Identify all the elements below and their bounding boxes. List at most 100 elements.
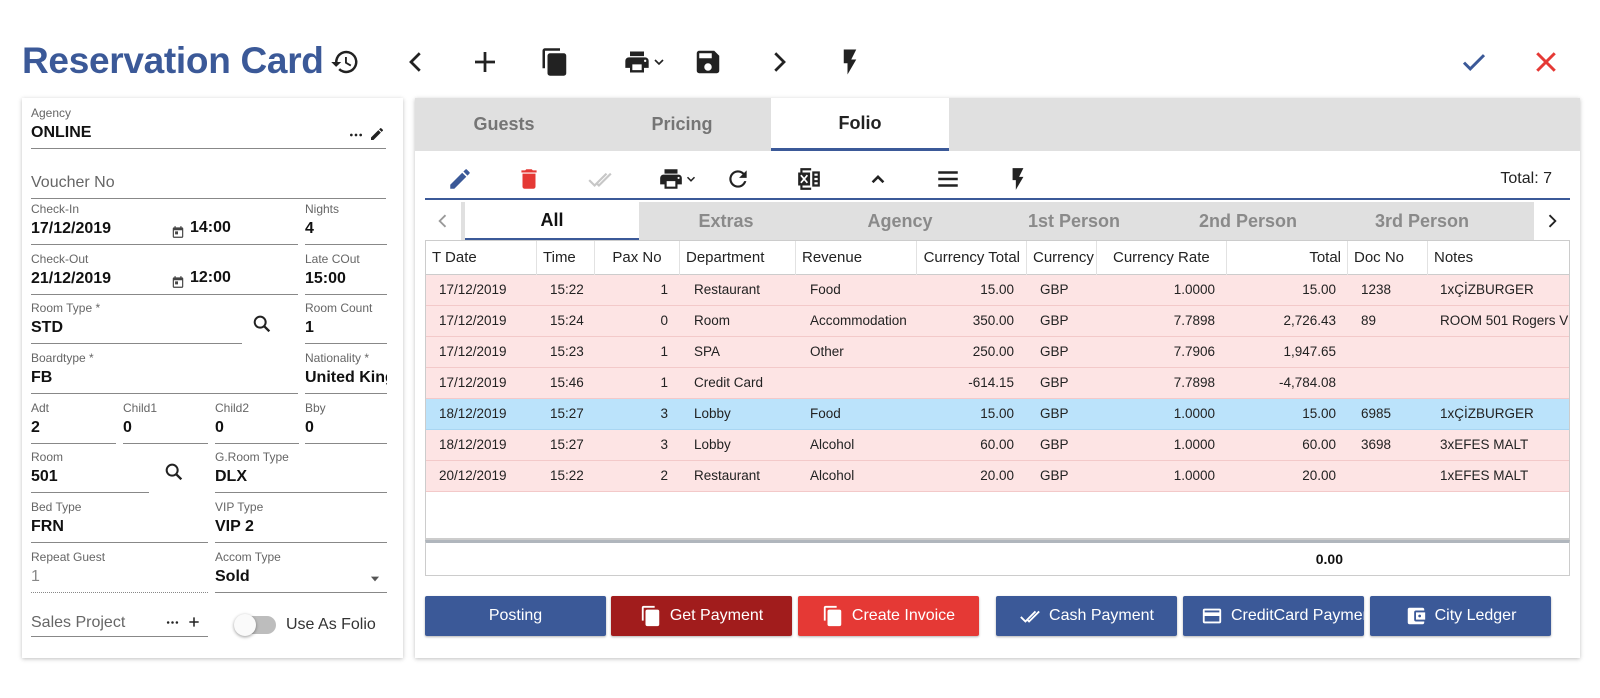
- header: Reservation Card: [0, 0, 1600, 95]
- total-count: Total: 7: [1500, 170, 1552, 187]
- column-header-date[interactable]: T Date: [426, 241, 537, 275]
- table-row[interactable]: 17/12/2019 15:46 1 Credit Card -614.15 G…: [426, 368, 1569, 399]
- calendar-icon[interactable]: [170, 224, 186, 240]
- edit-icon[interactable]: [368, 125, 386, 143]
- child1-field[interactable]: Child1 0: [123, 401, 208, 445]
- agency-field[interactable]: Agency ONLINE: [31, 106, 386, 150]
- table-row[interactable]: 17/12/2019 15:23 1 SPA Other 250.00 GBP …: [426, 337, 1569, 368]
- city-ledger-button[interactable]: City Ledger: [1370, 596, 1551, 636]
- column-header-notes[interactable]: Notes: [1434, 249, 1474, 266]
- refresh-icon[interactable]: [721, 164, 755, 194]
- table-row-selected[interactable]: 18/12/2019 15:27 3 Lobby Food 15.00 GBP …: [426, 399, 1569, 430]
- plus-icon[interactable]: [467, 44, 503, 80]
- use-as-folio-label: Use As Folio: [286, 616, 376, 633]
- check-out-field[interactable]: Check-Out 21/12/2019: [31, 252, 298, 296]
- search-icon[interactable]: [162, 460, 186, 484]
- main-tabs: Guests Pricing Folio: [415, 98, 1580, 151]
- boardtype-field[interactable]: Boardtype * FB: [31, 351, 298, 395]
- g-room-type-field[interactable]: G.Room Type DLX: [215, 450, 387, 494]
- summary-row: 0.00: [425, 540, 1570, 576]
- vip-type-field[interactable]: VIP Type VIP 2: [215, 500, 387, 544]
- cash-payment-button[interactable]: Cash Payment: [996, 596, 1177, 636]
- column-header-pax[interactable]: Pax No: [595, 241, 680, 275]
- folio-table: T Date Time Pax No Department Revenue Cu…: [425, 240, 1570, 540]
- voucher-input[interactable]: Voucher No: [31, 174, 386, 199]
- table-scrollbar[interactable]: [426, 538, 1569, 539]
- subtab-agency[interactable]: Agency: [867, 210, 933, 231]
- print-menu-icon[interactable]: [618, 44, 672, 80]
- chevron-up-icon[interactable]: [861, 164, 895, 194]
- search-icon[interactable]: [250, 312, 274, 336]
- tab-guests[interactable]: Guests: [473, 114, 535, 134]
- posting-button[interactable]: Posting: [425, 596, 606, 636]
- use-as-folio-toggle[interactable]: [234, 614, 276, 636]
- chevron-left-icon[interactable]: [398, 44, 434, 80]
- reservation-form: Agency ONLINE Voucher No Check-In 17/12/…: [22, 98, 403, 658]
- nights-field[interactable]: Nights 4: [305, 202, 387, 246]
- chevron-right-icon[interactable]: [761, 44, 797, 80]
- column-header-total[interactable]: Total: [1227, 241, 1348, 275]
- close-icon[interactable]: [1528, 44, 1564, 80]
- tab-folio[interactable]: Folio: [771, 98, 949, 151]
- table-row[interactable]: 17/12/2019 15:24 0 Room Accommodation 35…: [426, 306, 1569, 337]
- more-icon[interactable]: [164, 614, 180, 630]
- subtab-3rd-person[interactable]: 3rd Person: [1374, 210, 1470, 231]
- column-header-currency-total[interactable]: Currency Total: [917, 241, 1027, 275]
- table-row[interactable]: 18/12/2019 15:27 3 Lobby Alcohol 60.00 G…: [426, 430, 1569, 461]
- create-invoice-button[interactable]: Create Invoice: [798, 596, 979, 636]
- column-header-doc-no[interactable]: Doc No: [1348, 241, 1428, 275]
- column-header-currency[interactable]: Currency: [1027, 241, 1097, 275]
- more-icon[interactable]: [347, 126, 365, 144]
- accom-type-select[interactable]: Accom Type Sold: [215, 550, 387, 594]
- tab-pricing[interactable]: Pricing: [651, 114, 713, 134]
- flash-icon[interactable]: [832, 44, 868, 80]
- check-out-date: 21/12/2019: [31, 270, 112, 287]
- history-icon[interactable]: [327, 44, 363, 80]
- print-menu-icon[interactable]: [653, 164, 703, 194]
- creditcard-payment-button[interactable]: CreditCard Payment: [1183, 596, 1364, 636]
- child2-field[interactable]: Child2 0: [215, 401, 299, 445]
- folio-panel: Guests Pricing Folio: [415, 98, 1580, 658]
- chevron-left-icon[interactable]: [425, 202, 461, 240]
- room-type-field[interactable]: Room Type * STD: [31, 301, 242, 345]
- column-header-revenue[interactable]: Revenue: [796, 241, 917, 275]
- bby-field[interactable]: Bby 0: [305, 401, 387, 445]
- room-count-field[interactable]: Room Count 1: [305, 301, 387, 345]
- late-cout-field[interactable]: Late COut 15:00: [305, 252, 387, 296]
- check-out-time[interactable]: 12:00: [190, 269, 231, 286]
- column-header-currency-rate[interactable]: Currency Rate: [1097, 241, 1227, 275]
- subtab-2nd-person[interactable]: 2nd Person: [1198, 210, 1298, 231]
- nationality-field[interactable]: Nationality * United Kingdom: [305, 351, 387, 395]
- plus-icon[interactable]: [186, 614, 202, 630]
- subtab-all[interactable]: All: [465, 202, 639, 240]
- delete-icon[interactable]: [512, 164, 546, 194]
- flash-icon[interactable]: [1001, 164, 1035, 194]
- caret-down-icon[interactable]: [368, 572, 382, 586]
- calendar-icon[interactable]: [170, 274, 186, 290]
- double-check-icon[interactable]: [583, 164, 617, 194]
- edit-icon[interactable]: [443, 164, 477, 194]
- menu-icon[interactable]: [931, 164, 965, 194]
- subtab-extras[interactable]: Extras: [698, 210, 754, 231]
- copy-icon[interactable]: [537, 44, 573, 80]
- save-icon[interactable]: [690, 44, 726, 80]
- check-in-date: 17/12/2019: [31, 220, 112, 237]
- bed-type-field[interactable]: Bed Type FRN: [31, 500, 208, 544]
- table-row[interactable]: 17/12/2019 15:22 1 Restaurant Food 15.00…: [426, 275, 1569, 306]
- adt-field[interactable]: Adt 2: [31, 401, 116, 445]
- get-payment-button[interactable]: Get Payment: [611, 596, 792, 636]
- copy-icon: [823, 605, 842, 627]
- subtab-1st-person[interactable]: 1st Person: [1027, 210, 1121, 231]
- column-header-department[interactable]: Department: [680, 241, 796, 275]
- check-in-time[interactable]: 14:00: [190, 219, 231, 236]
- column-header-time[interactable]: Time: [537, 241, 595, 275]
- sales-project-input[interactable]: Sales Project: [31, 614, 208, 638]
- excel-icon[interactable]: [792, 164, 826, 194]
- room-field[interactable]: Room 501: [31, 450, 149, 494]
- double-check-icon: [1020, 610, 1040, 623]
- check-in-field[interactable]: Check-In 17/12/2019: [31, 202, 298, 246]
- table-row[interactable]: 20/12/2019 15:22 2 Restaurant Alcohol 20…: [426, 461, 1569, 492]
- copy-icon: [641, 605, 660, 627]
- check-icon[interactable]: [1456, 44, 1492, 80]
- chevron-right-icon[interactable]: [1534, 202, 1570, 240]
